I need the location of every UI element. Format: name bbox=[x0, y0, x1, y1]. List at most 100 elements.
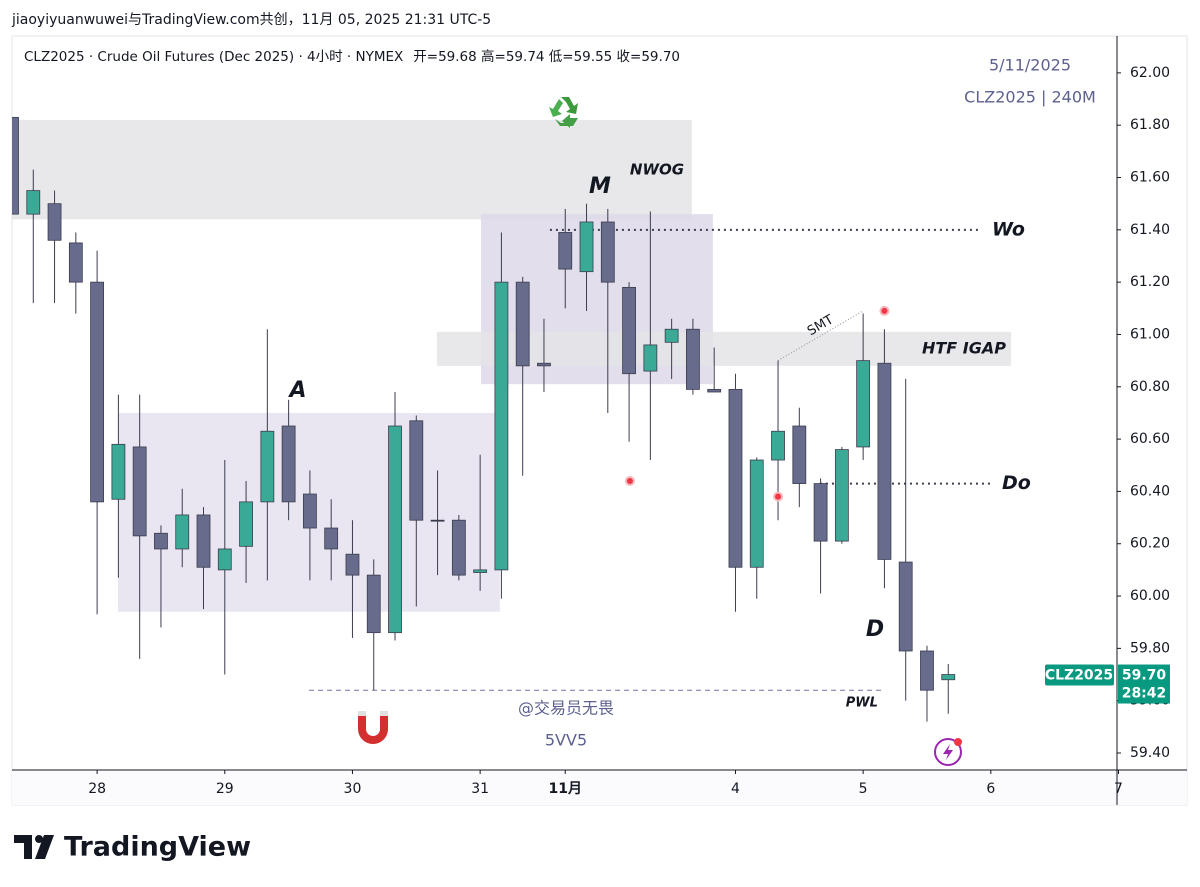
y-tick-label: 61.40 bbox=[1130, 222, 1170, 238]
chart-title: CLZ2025 · Crude Oil Futures (Dec 2025) ·… bbox=[24, 49, 403, 65]
symbol-box bbox=[1045, 664, 1114, 686]
candle-body bbox=[771, 430, 785, 461]
candle-body bbox=[643, 344, 658, 372]
y-tick-label: 60.00 bbox=[1130, 588, 1170, 604]
annotation: D bbox=[866, 617, 884, 642]
candle-body bbox=[388, 425, 402, 634]
candle-body bbox=[132, 446, 147, 537]
candle-body bbox=[558, 232, 573, 270]
candle-body bbox=[430, 519, 445, 522]
candle-body bbox=[260, 430, 275, 503]
plot bbox=[12, 116, 990, 722]
candle-body bbox=[728, 388, 743, 568]
candle-body bbox=[494, 281, 509, 571]
y-tick-label: 59.80 bbox=[1130, 640, 1170, 656]
last-price-box bbox=[1118, 664, 1170, 704]
watermark: CLZ2025 | 240M bbox=[964, 88, 1096, 107]
candle-body bbox=[898, 561, 913, 652]
candle-body bbox=[217, 548, 232, 571]
candle-body bbox=[600, 221, 615, 283]
y-tick-label: 60.60 bbox=[1130, 431, 1170, 447]
x-tick-label: 7 bbox=[1114, 781, 1123, 797]
candle-body bbox=[920, 650, 934, 691]
y-tick-label: 60.40 bbox=[1130, 483, 1170, 499]
candle-body bbox=[281, 425, 296, 503]
level-label: Wo bbox=[992, 218, 1025, 240]
x-tick-label: 4 bbox=[731, 781, 740, 797]
candle-body bbox=[792, 425, 807, 484]
level-label: Do bbox=[1002, 472, 1031, 494]
x-tick-label: 5 bbox=[859, 781, 868, 797]
y-tick-label: 61.00 bbox=[1130, 326, 1170, 342]
candle-body bbox=[90, 281, 105, 503]
candle-body bbox=[12, 116, 19, 215]
annotation: M bbox=[589, 174, 611, 199]
magnet-icon bbox=[358, 711, 388, 744]
signal-dot bbox=[879, 305, 890, 316]
y-tick-label: 59.40 bbox=[1130, 745, 1170, 761]
ohlc-legend: 开=59.68 高=59.74 低=59.55 收=59.70 bbox=[413, 48, 680, 65]
y-tick-label: 61.20 bbox=[1130, 274, 1170, 290]
y-tick-label: 61.60 bbox=[1130, 170, 1170, 186]
candle-body bbox=[451, 519, 466, 576]
y-tick-label: 62.00 bbox=[1130, 65, 1170, 81]
y-tick-label: 60.20 bbox=[1130, 536, 1170, 552]
x-tick-label: 30 bbox=[344, 781, 362, 797]
x-tick-label: 6 bbox=[986, 781, 995, 797]
candle-body bbox=[856, 360, 871, 448]
candle-body bbox=[366, 574, 381, 634]
candle-body bbox=[47, 203, 62, 241]
signal-dot bbox=[624, 475, 635, 486]
watermark-id: 5VV5 bbox=[545, 731, 587, 750]
credit: jiaoyiyuanwuwei与TradingView.com共创，11月 05… bbox=[11, 12, 491, 28]
candle-body bbox=[68, 242, 83, 283]
recycle-icon bbox=[549, 97, 578, 128]
candle-body bbox=[707, 388, 722, 393]
footer-logo bbox=[14, 835, 54, 859]
candle-body bbox=[877, 362, 892, 560]
candle-body bbox=[473, 569, 488, 573]
footer-brand: TradingView bbox=[64, 832, 251, 863]
candle-body bbox=[941, 674, 956, 681]
candle-body bbox=[813, 483, 828, 542]
zone bbox=[436, 331, 1012, 366]
annotation: A bbox=[287, 378, 306, 403]
x-tick-label: 28 bbox=[88, 781, 106, 797]
y-tick-label: 61.80 bbox=[1130, 117, 1170, 133]
candle-body bbox=[154, 532, 168, 550]
candle-body bbox=[239, 501, 253, 547]
candle-body bbox=[537, 362, 551, 367]
level-label: PWL bbox=[846, 696, 878, 711]
candle-body bbox=[303, 493, 317, 529]
symbol-label: CLZ2025 bbox=[1045, 668, 1113, 684]
zone bbox=[12, 119, 692, 220]
candle-body bbox=[664, 328, 679, 343]
lightning-icon[interactable] bbox=[934, 738, 962, 766]
candle-body bbox=[409, 420, 424, 521]
candle-body bbox=[515, 281, 530, 367]
annotation: HTF IGAP bbox=[922, 339, 1006, 358]
candle-body bbox=[579, 221, 594, 273]
x-tick-label: 31 bbox=[471, 781, 489, 797]
candle-body bbox=[324, 527, 339, 550]
candle-body bbox=[622, 286, 636, 375]
candle-body bbox=[175, 514, 190, 550]
x-tick-label: 11月 bbox=[549, 781, 582, 797]
time-axis-panel bbox=[12, 770, 1187, 805]
y-tick-label: 60.80 bbox=[1130, 379, 1170, 395]
last-price: 59.70 bbox=[1122, 668, 1167, 684]
x-tick-label: 29 bbox=[216, 781, 234, 797]
candle-body bbox=[834, 449, 849, 542]
watermark: 5/11/2025 bbox=[989, 56, 1071, 75]
annotation: NWOG bbox=[630, 161, 684, 179]
candle-body bbox=[111, 443, 126, 500]
candle-body bbox=[196, 514, 211, 568]
candle-body bbox=[26, 190, 41, 215]
watermark-author: @交易员无畏 bbox=[518, 699, 614, 718]
candle-body bbox=[686, 328, 700, 390]
signal-dot bbox=[773, 491, 784, 502]
countdown: 28:42 bbox=[1122, 686, 1167, 702]
candle-body bbox=[345, 553, 360, 576]
candle-body bbox=[749, 459, 764, 568]
